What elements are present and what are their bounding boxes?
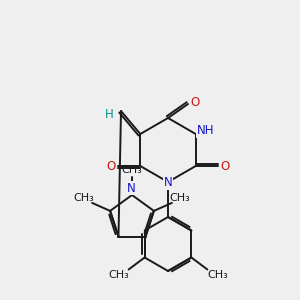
Text: N: N bbox=[127, 182, 135, 194]
Text: O: O bbox=[220, 160, 229, 172]
Text: NH: NH bbox=[197, 124, 214, 137]
Text: H: H bbox=[105, 107, 113, 121]
Text: O: O bbox=[107, 160, 116, 172]
Text: CH₃: CH₃ bbox=[122, 165, 142, 175]
Text: CH₃: CH₃ bbox=[207, 269, 228, 280]
Text: CH₃: CH₃ bbox=[108, 269, 129, 280]
Text: O: O bbox=[190, 97, 200, 110]
Text: N: N bbox=[164, 176, 172, 190]
Text: CH₃: CH₃ bbox=[169, 193, 190, 203]
Text: CH₃: CH₃ bbox=[74, 193, 94, 203]
